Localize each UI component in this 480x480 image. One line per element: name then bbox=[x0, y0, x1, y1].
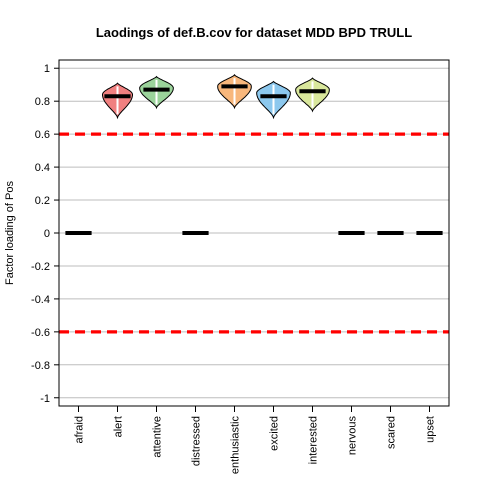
y-tick-label: -0.8 bbox=[31, 360, 50, 372]
x-axis: afraid alert attentive distressed enthusiast… bbox=[74, 406, 437, 474]
violins bbox=[102, 74, 330, 120]
x-tick-label-excited: excited bbox=[269, 416, 281, 451]
x-tick-label-attentive: attentive bbox=[152, 416, 164, 458]
y-tick-label: 0.2 bbox=[35, 195, 50, 207]
y-tick-label: 0 bbox=[44, 228, 50, 240]
y-tick-label: -0.6 bbox=[31, 327, 50, 339]
reference-lines bbox=[59, 132, 449, 334]
y-tick-label: 0.4 bbox=[35, 162, 50, 174]
x-tick-label-scared: scared bbox=[386, 416, 398, 449]
y-tick-label: -1 bbox=[40, 393, 50, 405]
y-tick-label: 0.8 bbox=[35, 96, 50, 108]
x-tick-label-enthusiastic: enthusiastic bbox=[230, 416, 242, 475]
x-tick-label-distressed: distressed bbox=[191, 416, 203, 466]
median-bars bbox=[65, 84, 443, 235]
y-tick-label: -0.2 bbox=[31, 261, 50, 273]
x-tick-label-interested: interested bbox=[308, 416, 320, 464]
y-tick-label: 0.6 bbox=[35, 129, 50, 141]
y-axis: 1 0.8 0.6 0.4 0.2 0 -0.2 -0.4 -0.6 -0.8 -1 bbox=[31, 63, 59, 405]
x-tick-label-alert: alert bbox=[113, 416, 125, 437]
y-axis-label: Factor loading of Pos bbox=[4, 181, 16, 285]
x-tick-label-afraid: afraid bbox=[74, 416, 86, 444]
x-tick-label-upset: upset bbox=[425, 416, 437, 443]
y-tick-label: -0.4 bbox=[31, 294, 50, 306]
x-tick-label-nervous: nervous bbox=[347, 416, 359, 456]
chart-title: Laodings of def.B.cov for dataset MDD BP… bbox=[96, 25, 412, 40]
y-tick-label: 1 bbox=[44, 63, 50, 75]
